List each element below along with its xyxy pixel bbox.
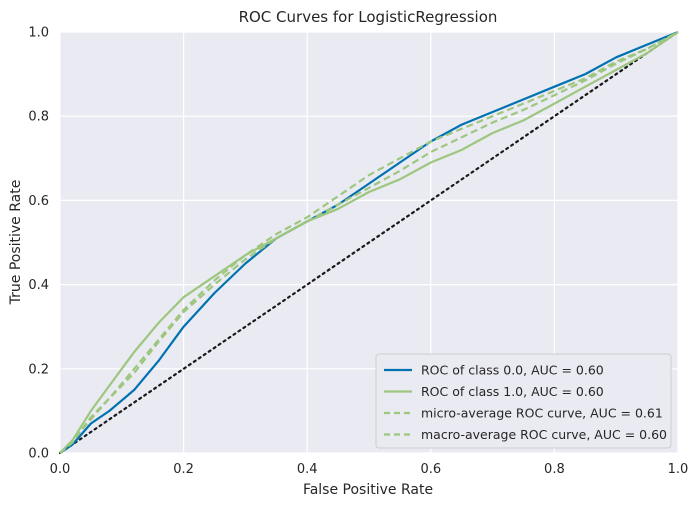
y-tick-label: 0.2 (28, 362, 49, 377)
legend-box (375, 353, 672, 449)
legend-label-1: ROC of class 1.0, AUC = 0.60 (421, 384, 604, 399)
y-tick-label: 1.0 (28, 26, 49, 41)
y-axis-label: True Positive Rate (8, 180, 24, 306)
x-tick-label: 0.4 (297, 462, 318, 477)
series-lines (59, 30, 679, 454)
y-tick-label: 0.0 (28, 447, 49, 462)
x-tick-label: 1.0 (668, 462, 689, 477)
x-tick-label: 0.6 (420, 462, 441, 477)
y-tick-label: 0.6 (28, 194, 49, 209)
x-axis-label: False Positive Rate (303, 482, 433, 498)
legend-label-3: macro-average ROC curve, AUC = 0.60 (421, 427, 667, 442)
series-line-1 (59, 31, 679, 454)
series-line-2 (59, 31, 679, 454)
legend: ROC of class 0.0, AUC = 0.60 ROC of class… (375, 353, 672, 449)
legend-label-2: micro-average ROC curve, AUC = 0.61 (421, 406, 663, 421)
x-tick-labels: 0.0 0.2 0.4 0.6 0.8 1.0 (50, 462, 689, 477)
y-tick-label: 0.4 (28, 278, 49, 293)
x-tick-label: 0.8 (544, 462, 565, 477)
x-tick-label: 0.2 (173, 462, 194, 477)
legend-label-0: ROC of class 0.0, AUC = 0.60 (421, 363, 604, 378)
chart-title: ROC Curves for LogisticRegression (239, 8, 498, 26)
grid-lines (59, 31, 679, 454)
y-tick-label: 0.8 (28, 110, 49, 125)
y-tick-labels: 0.0 0.2 0.4 0.6 0.8 1.0 (28, 26, 49, 462)
diagonal-reference-line (58, 30, 680, 455)
series-line-3 (59, 31, 679, 454)
x-tick-label: 0.0 (50, 462, 71, 477)
reference-diagonal-line (58, 30, 680, 455)
